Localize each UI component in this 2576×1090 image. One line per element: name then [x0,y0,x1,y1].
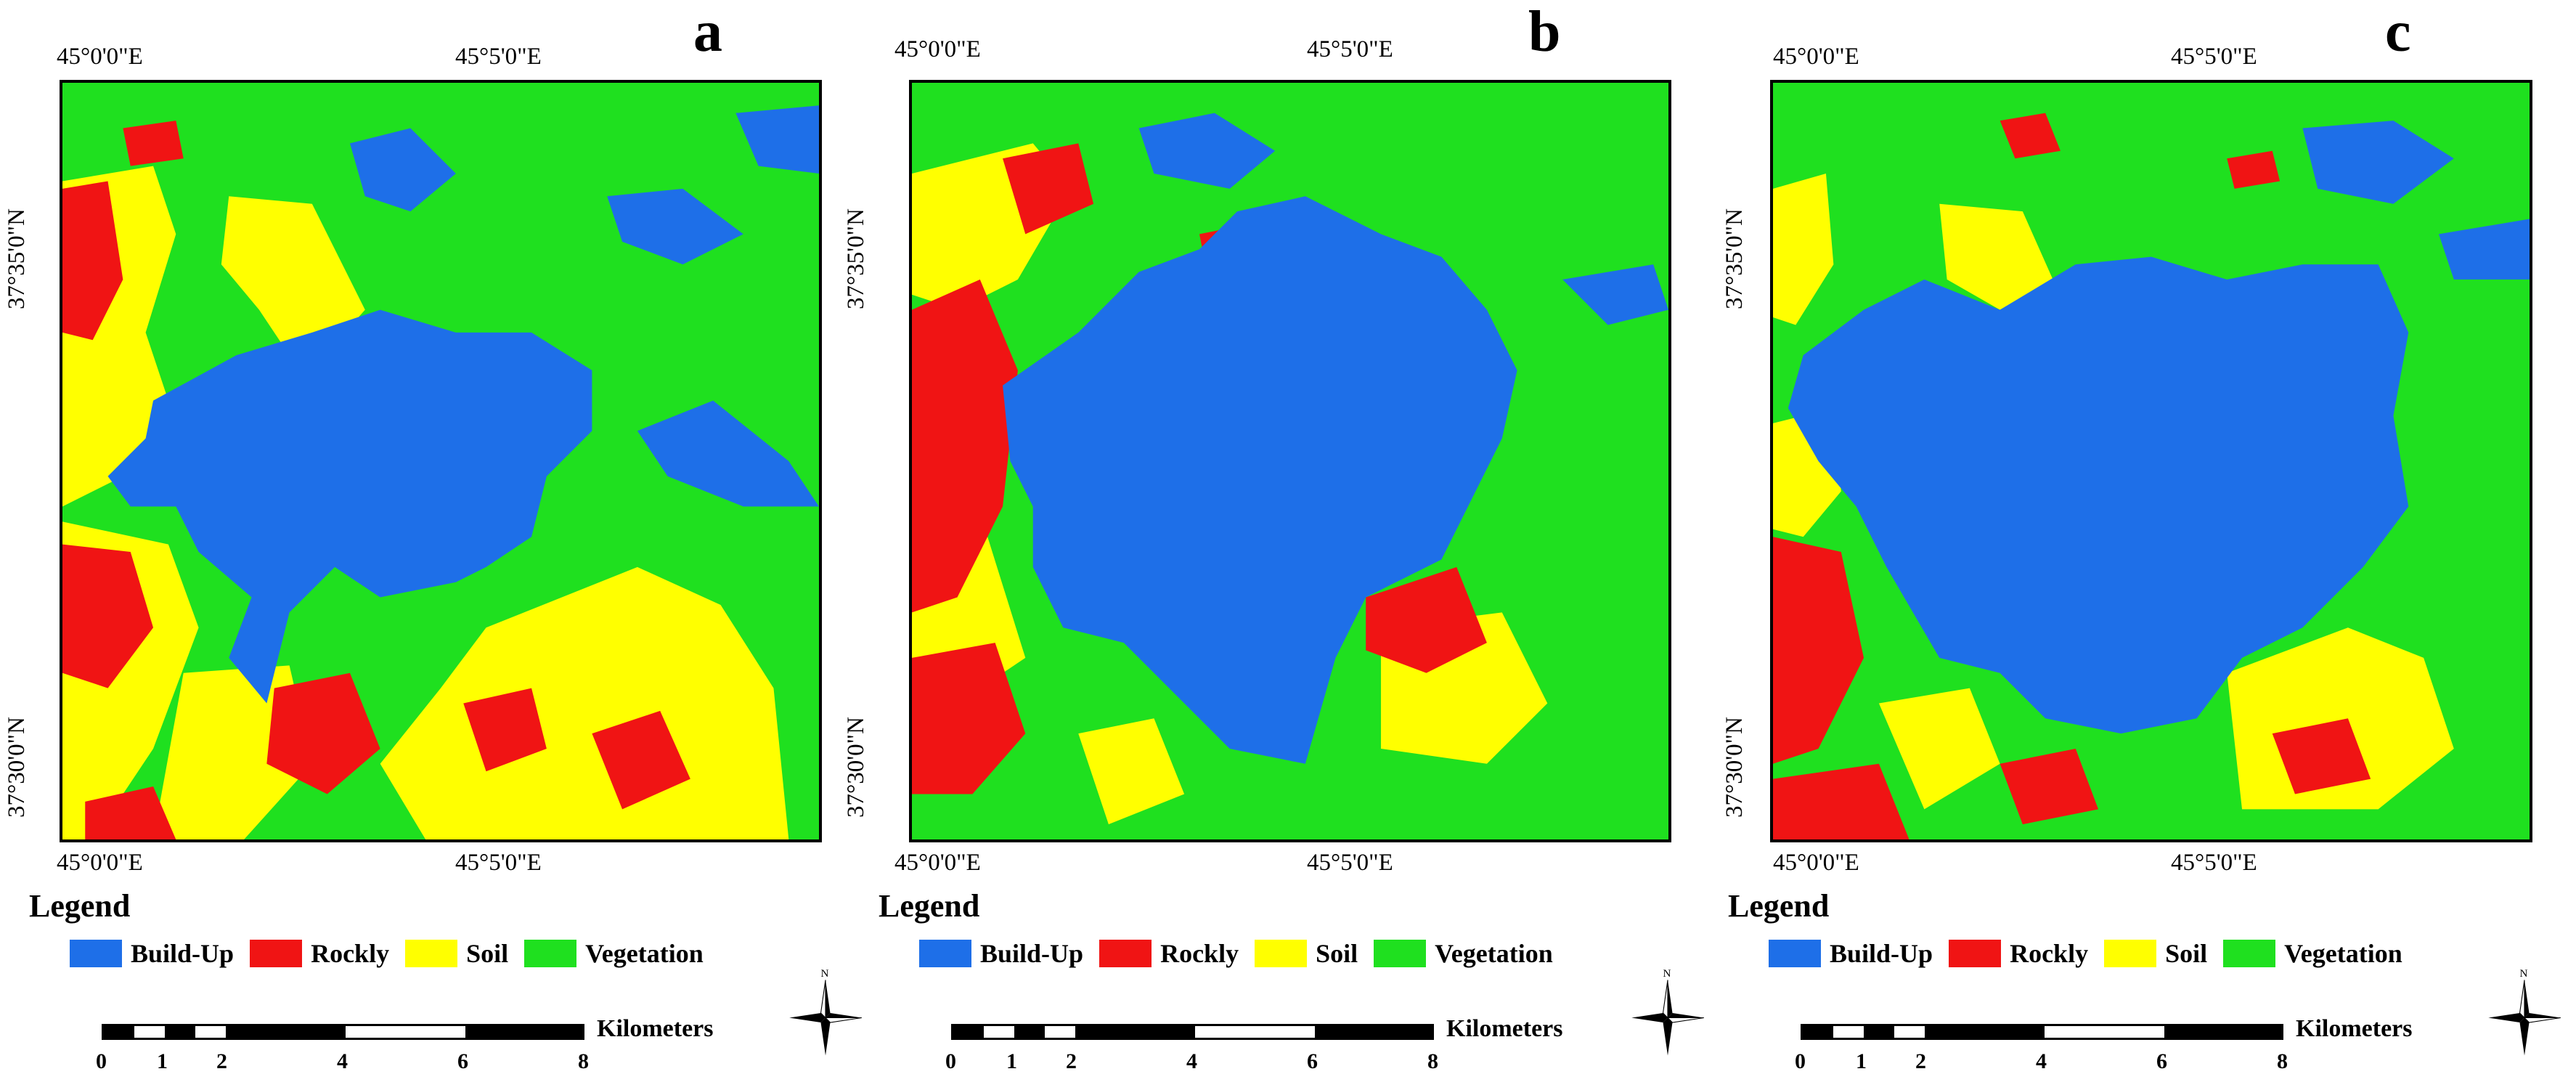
legend-label: Vegetation [2284,939,2402,968]
map-panel-b: b 45°0'0"E 45°5'0"E 45°0'0"E 45°5'0"E 37… [843,0,1721,1090]
scale-tick: 6 [1307,1049,1318,1073]
swatch-rockly [1949,940,2002,967]
legend: Build-Up Rockly Soil Vegetation [1769,939,2418,968]
compass-n: N [2520,967,2528,980]
lon-label-right-top: 45°5'0"E [1307,36,1393,62]
swatch-build-up [70,940,122,967]
lon-label-left-bottom: 45°0'0"E [57,850,143,876]
scale-tick: 6 [457,1049,468,1073]
legend-title: Legend [879,888,980,924]
map-panel-a: a 45°0'0"E 45°5'0"E 45°0'0"E 45°5'0"E 37… [4,0,871,1090]
lat-label-left-top: 37°35'0"N [842,208,869,309]
map-panel-c: c 45°0'0"E 45°5'0"E 45°0'0"E 45°5'0"E 37… [1721,0,2570,1090]
lon-label-right-top: 45°5'0"E [455,44,542,70]
swatch-soil [405,940,458,967]
swatch-soil [1255,940,1308,967]
swatch-vegetation [1374,940,1427,967]
scale-tick: 1 [1006,1049,1017,1073]
scale-tick: 0 [96,1049,107,1073]
north-arrow-icon: N [2488,967,2561,1056]
scale-tick: 0 [1795,1049,1806,1073]
scale-title: Kilometers [2296,1015,2413,1042]
legend-item-soil: Soil [1255,938,1358,969]
land-cover-map [909,80,1671,842]
scale-tick: 8 [1427,1049,1438,1073]
panel-letter: c [2385,0,2411,64]
lon-label-right-top: 45°5'0"E [2171,44,2257,70]
scale-tick: 1 [1856,1049,1867,1073]
north-arrow-icon: N [789,967,862,1056]
lon-label-left-top: 45°0'0"E [57,44,143,70]
swatch-build-up [1769,940,1821,967]
scale-tick: 2 [1066,1049,1077,1073]
swatch-vegetation [524,940,577,967]
lat-label-left-top: 37°35'0"N [1721,208,1748,309]
legend-title: Legend [1728,888,1830,924]
north-arrow-icon: N [1631,967,1704,1056]
lon-label-right-bottom: 45°5'0"E [1307,850,1393,876]
lon-label-right-bottom: 45°5'0"E [455,850,542,876]
scale-tick: 6 [2156,1049,2167,1073]
swatch-rockly [1099,940,1152,967]
lat-label-left-top: 37°35'0"N [3,208,30,309]
legend-item-rockly: Rockly [1949,938,2088,969]
panel-letter: a [693,0,722,64]
scale-tick: 4 [337,1049,348,1073]
scale-title: Kilometers [597,1015,714,1042]
lat-label-left-bottom: 37°30'0"N [1721,717,1748,818]
legend-item-vegetation: Vegetation [2223,938,2402,969]
legend-label: Rockly [311,939,390,968]
legend-label: Build-Up [980,939,1084,968]
legend-label: Soil [466,939,509,968]
legend: Build-Up Rockly Soil Vegetation [919,939,1569,968]
scale-tick: 2 [1915,1049,1926,1073]
legend-item-soil: Soil [2104,938,2207,969]
legend-item-vegetation: Vegetation [524,938,704,969]
legend-item-rockly: Rockly [250,938,389,969]
lon-label-left-bottom: 45°0'0"E [894,850,981,876]
scale-tick: 8 [2277,1049,2288,1073]
legend-label: Rockly [1160,939,1239,968]
legend-item-build-up: Build-Up [1769,938,1933,969]
scale-tick: 4 [1186,1049,1197,1073]
legend-label: Build-Up [1830,939,1933,968]
scale-tick: 0 [945,1049,956,1073]
scale-tick: 1 [157,1049,168,1073]
legend-label: Rockly [2010,939,2089,968]
scale-title: Kilometers [1446,1015,1563,1042]
legend-item-rockly: Rockly [1099,938,1239,969]
legend-label: Soil [2165,939,2208,968]
legend: Build-Up Rockly Soil Vegetation [70,939,720,968]
legend-label: Vegetation [1435,939,1553,968]
legend-title: Legend [29,888,131,924]
legend-label: Build-Up [131,939,235,968]
legend-item-soil: Soil [405,938,508,969]
legend-item-vegetation: Vegetation [1374,938,1553,969]
lat-label-left-bottom: 37°30'0"N [842,717,869,818]
lat-label-left-bottom: 37°30'0"N [3,717,30,818]
scale-bar [1801,1024,2283,1040]
swatch-soil [2104,940,2157,967]
scale-bar [951,1024,1434,1040]
lon-label-left-top: 45°0'0"E [894,36,981,62]
panel-letter: b [1528,0,1561,64]
swatch-rockly [250,940,303,967]
lon-label-left-bottom: 45°0'0"E [1773,850,1859,876]
land-cover-map [1770,80,2532,842]
lon-label-left-top: 45°0'0"E [1773,44,1859,70]
scale-bar [102,1024,584,1040]
swatch-build-up [919,940,971,967]
compass-n: N [821,967,829,980]
legend-item-build-up: Build-Up [70,938,234,969]
swatch-vegetation [2223,940,2276,967]
lon-label-right-bottom: 45°5'0"E [2171,850,2257,876]
land-cover-map [60,80,822,842]
scale-tick: 8 [578,1049,589,1073]
legend-item-build-up: Build-Up [919,938,1083,969]
legend-label: Vegetation [585,939,704,968]
scale-tick: 2 [216,1049,227,1073]
legend-label: Soil [1316,939,1358,968]
compass-n: N [1663,967,1671,980]
scale-tick: 4 [2036,1049,2047,1073]
